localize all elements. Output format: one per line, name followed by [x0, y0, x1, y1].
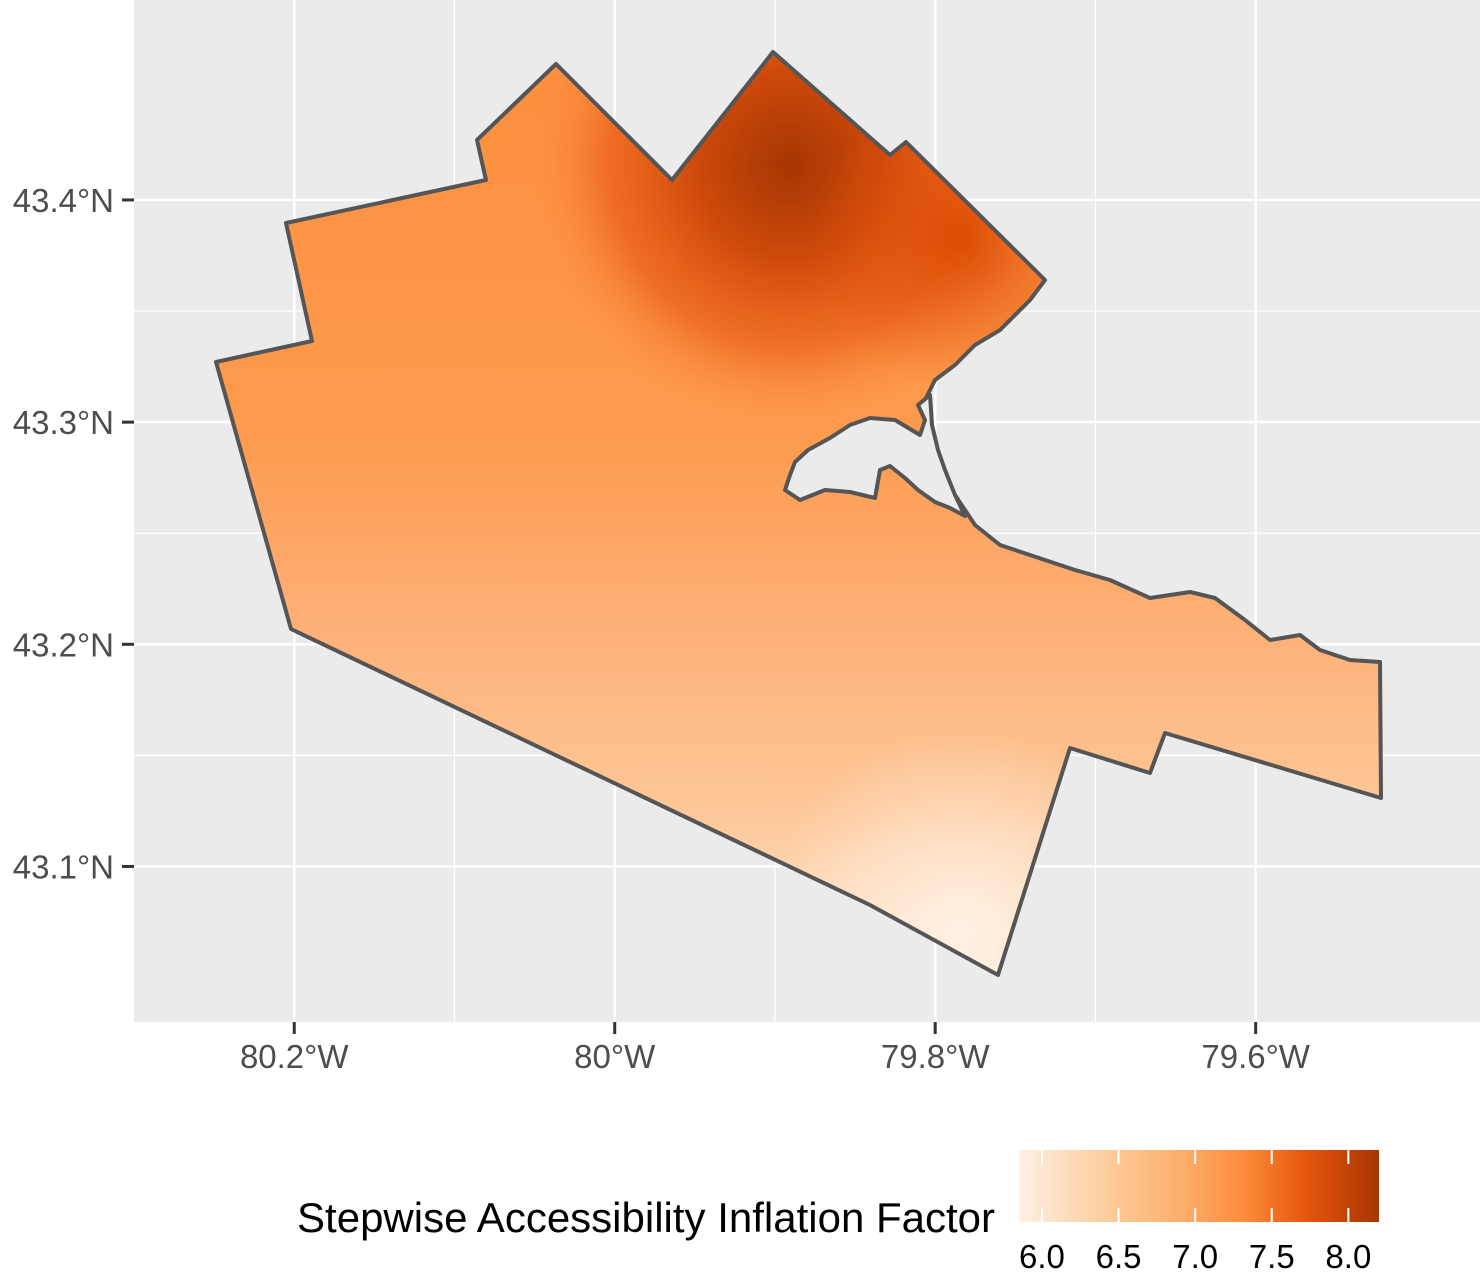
tick-label-lat: 43.2°N — [13, 626, 114, 663]
harbour-water — [783, 393, 967, 518]
tick-label-lat: 43.1°N — [13, 848, 114, 885]
legend-tick-label: 6.5 — [1096, 1238, 1142, 1272]
tick-label-lat: 43.4°N — [13, 182, 114, 219]
legend-tick-label: 6.0 — [1019, 1238, 1065, 1272]
tick-label-lon: 79.8°W — [881, 1038, 990, 1075]
legend-title: Stepwise Accessibility Inflation Factor — [297, 1194, 995, 1241]
legend-ticks: 6.0 6.5 7.0 7.5 8.0 — [1019, 1150, 1371, 1272]
tick-label-lon: 80.2°W — [240, 1038, 349, 1075]
legend-tick-label: 8.0 — [1325, 1238, 1371, 1272]
legend-colorbar — [1019, 1150, 1379, 1222]
legend: Stepwise Accessibility Inflation Factor … — [297, 1150, 1379, 1272]
legend-tick-label: 7.0 — [1172, 1238, 1218, 1272]
tick-label-lat: 43.3°N — [13, 404, 114, 441]
axes: 43.4°N 43.3°N 43.2°N 43.1°N 80.2°W 80°W 79.8°W… — [13, 182, 1311, 1075]
region-boundary — [214, 50, 1383, 977]
tick-label-lon: 80°W — [574, 1038, 656, 1075]
legend-tick-label: 7.5 — [1249, 1238, 1295, 1272]
tick-label-lon: 79.6°W — [1201, 1038, 1310, 1075]
